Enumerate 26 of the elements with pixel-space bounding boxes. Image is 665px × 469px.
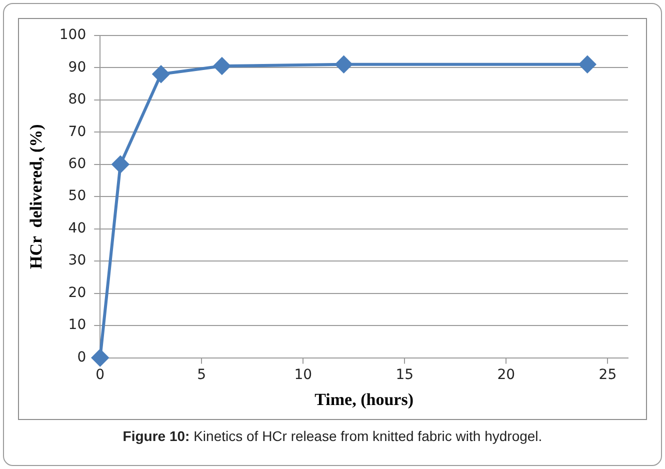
y-tick-label: 90 xyxy=(68,59,86,76)
y-tick-label: 50 xyxy=(68,188,86,204)
y-tick-label: 20 xyxy=(68,284,86,301)
point xyxy=(92,349,109,366)
point xyxy=(112,156,129,173)
x-tick-label: 15 xyxy=(396,366,414,383)
y-tick-label: 0 xyxy=(77,349,86,366)
point xyxy=(578,56,596,73)
x-tick-label: 25 xyxy=(598,366,617,383)
x-axis-title: Time, (hours) xyxy=(314,390,414,410)
y-axis-title: HCr delivered, (%) xyxy=(26,124,46,269)
y-tick-label: 80 xyxy=(68,92,86,108)
x-tick-label: 5 xyxy=(197,366,206,383)
x-tick-label: 20 xyxy=(497,366,516,383)
y-tick-label: 10 xyxy=(68,317,86,334)
x-tick-label: 0 xyxy=(96,366,105,383)
y-tick-label: 60 xyxy=(68,156,86,172)
y-tick-label: 70 xyxy=(68,124,86,140)
y-tick-label: 40 xyxy=(68,220,86,236)
point xyxy=(335,56,352,73)
caption: Figure 10: Kinetics of HCr release from knitted fabric with hydrogel. xyxy=(122,428,544,444)
point xyxy=(213,58,230,75)
y-tick-label: 30 xyxy=(68,252,86,269)
point xyxy=(152,66,170,83)
y-tick-label: 100 xyxy=(59,27,86,44)
x-tick-label: 10 xyxy=(294,366,312,383)
